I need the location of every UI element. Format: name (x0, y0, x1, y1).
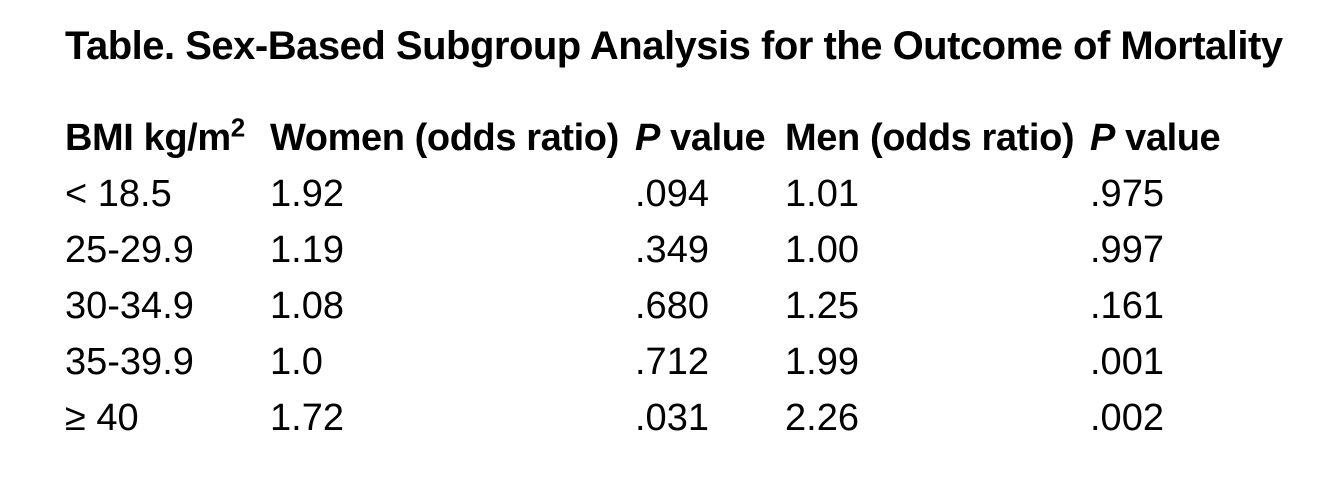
table-row: 25-29.9 1.19 .349 1.00 .997 (65, 231, 1322, 287)
bmi-label: BMI kg/m (65, 117, 231, 159)
bmi-cell: < 18.5 (65, 173, 172, 215)
women-p-cell: .680 (635, 285, 709, 327)
bmi-cell: 35-39.9 (65, 341, 194, 383)
men-or-cell: 1.99 (785, 341, 859, 383)
bmi-cell: 30-34.9 (65, 285, 194, 327)
col-header-men-odds-ratio: Men (odds ratio) (785, 117, 1075, 159)
men-or-cell: 1.00 (785, 229, 859, 271)
table-row: ≥ 40 1.72 .031 2.26 .002 (65, 399, 1322, 455)
men-or-cell: 1.25 (785, 285, 859, 327)
men-or-cell: 2.26 (785, 397, 859, 439)
table-title: Table. Sex-Based Subgroup Analysis for t… (65, 24, 1283, 68)
bmi-cell: ≥ 40 (65, 397, 139, 439)
men-p-cell: .001 (1090, 341, 1164, 383)
col-header-men-p-value: P value (1090, 119, 1322, 175)
p-value-word: value (1125, 117, 1221, 159)
women-p-cell: .712 (635, 341, 709, 383)
p-symbol: P (1090, 117, 1115, 159)
table-figure: Table. Sex-Based Subgroup Analysis for t… (65, 24, 1322, 455)
men-or-cell: 1.01 (785, 173, 859, 215)
col-header-women-p-value: P value (635, 119, 785, 175)
women-p-cell: .094 (635, 173, 709, 215)
p-symbol: P (635, 117, 660, 159)
men-p-cell: .975 (1090, 173, 1164, 215)
sex-subgroup-mortality-table: BMI kg/m2 Women (odds ratio) P value Men… (65, 114, 1322, 455)
women-or-cell: 1.08 (270, 285, 344, 327)
col-header-bmi: BMI kg/m2 (65, 114, 270, 175)
table-row: 30-34.9 1.08 .680 1.25 .161 (65, 287, 1322, 343)
bmi-superscript: 2 (230, 112, 245, 143)
women-or-cell: 1.0 (270, 341, 323, 383)
women-or-cell: 1.72 (270, 397, 344, 439)
men-p-cell: .002 (1090, 397, 1164, 439)
men-p-cell: .997 (1090, 229, 1164, 271)
women-or-cell: 1.19 (270, 229, 344, 271)
bmi-cell: 25-29.9 (65, 229, 194, 271)
table-row: 35-39.9 1.0 .712 1.99 .001 (65, 343, 1322, 399)
header-row: BMI kg/m2 Women (odds ratio) P value Men… (65, 114, 1322, 175)
women-p-cell: .031 (635, 397, 709, 439)
p-value-word: value (670, 117, 766, 159)
table-row: < 18.5 1.92 .094 1.01 .975 (65, 175, 1322, 231)
women-or-cell: 1.92 (270, 173, 344, 215)
women-p-cell: .349 (635, 229, 709, 271)
men-p-cell: .161 (1090, 285, 1164, 327)
col-header-women-odds-ratio: Women (odds ratio) (270, 117, 619, 159)
